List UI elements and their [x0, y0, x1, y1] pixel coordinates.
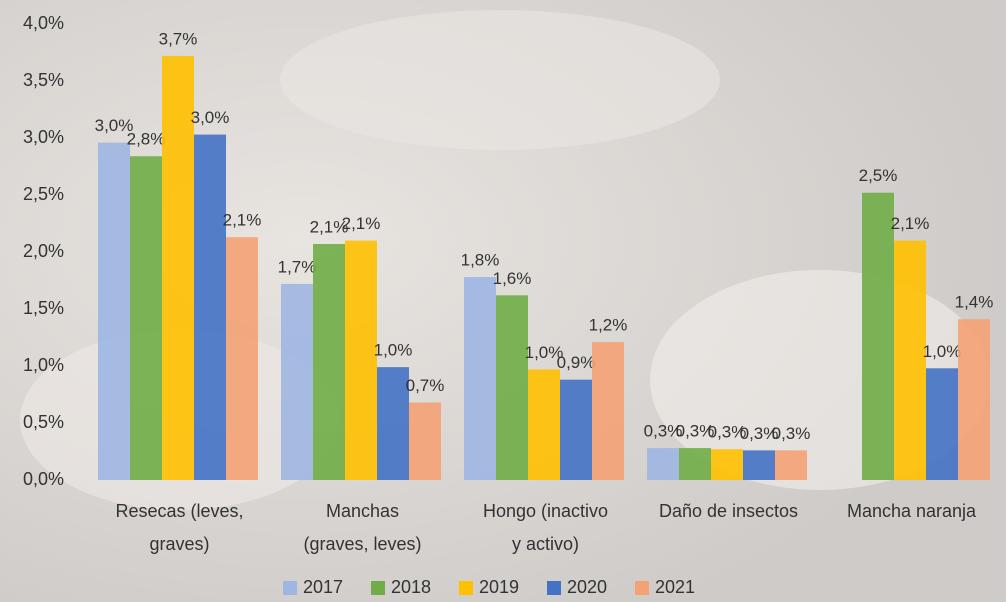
- value-label: 0,3%: [708, 423, 747, 442]
- value-label: 3,7%: [159, 29, 198, 48]
- legend-label: 2020: [567, 577, 607, 597]
- bar: [711, 449, 743, 480]
- bar: [894, 240, 926, 480]
- bar: [130, 156, 162, 481]
- value-label: 1,2%: [589, 316, 628, 335]
- value-label: 3,0%: [95, 116, 134, 135]
- bar: [162, 55, 194, 481]
- legend-swatch: [547, 581, 561, 595]
- bar: [281, 283, 313, 480]
- bar: [679, 448, 711, 480]
- value-label: 1,0%: [525, 343, 564, 362]
- y-tick-label: 3,5%: [23, 70, 64, 90]
- bar: [647, 448, 679, 480]
- bar: [496, 295, 528, 480]
- bar: [345, 240, 377, 480]
- bar: [926, 368, 958, 480]
- legend-swatch: [283, 581, 297, 595]
- bar: [409, 402, 441, 480]
- bar: [560, 379, 592, 480]
- value-label: 2,1%: [342, 214, 381, 233]
- legend-label: 2019: [479, 577, 519, 597]
- bar: [862, 192, 894, 480]
- y-tick-label: 0,5%: [23, 412, 64, 432]
- bar: [226, 237, 258, 480]
- bar: [743, 450, 775, 480]
- value-label: 0,7%: [406, 376, 445, 395]
- legend-label: 2018: [391, 577, 431, 597]
- value-label: 0,3%: [772, 424, 811, 443]
- bar: [464, 277, 496, 480]
- background-shape: [280, 10, 720, 150]
- value-label: 1,4%: [955, 293, 994, 312]
- x-tick-label: Resecas (leves, graves): [115, 501, 243, 554]
- y-tick-label: 4,0%: [23, 13, 64, 33]
- legend-label: 2017: [303, 577, 343, 597]
- y-tick-label: 3,0%: [23, 127, 64, 147]
- y-tick-label: 1,5%: [23, 298, 64, 318]
- legend-label: 2021: [655, 577, 695, 597]
- bar: [528, 369, 560, 480]
- value-label: 0,9%: [557, 353, 596, 372]
- value-label: 1,8%: [461, 251, 500, 270]
- value-label: 1,0%: [374, 341, 413, 360]
- bar: [958, 319, 990, 480]
- bar: [194, 134, 226, 480]
- value-label: 0,3%: [740, 424, 779, 443]
- value-label: 1,6%: [493, 269, 532, 288]
- x-tick-label: Hongo (inactivo y activo): [483, 501, 608, 554]
- bar: [775, 450, 807, 480]
- value-label: 1,7%: [278, 257, 317, 276]
- x-tick-label: Manchas (graves, leves): [303, 501, 421, 554]
- bar: [98, 142, 130, 480]
- x-tick-label: Mancha naranja: [847, 501, 977, 521]
- value-label: 2,1%: [891, 214, 930, 233]
- bar: [377, 367, 409, 480]
- bar: [313, 244, 345, 480]
- value-label: 0,3%: [644, 422, 683, 441]
- value-label: 3,0%: [191, 108, 230, 127]
- legend-swatch: [371, 581, 385, 595]
- value-label: 2,1%: [310, 218, 349, 237]
- legend-swatch: [635, 581, 649, 595]
- y-tick-label: 2,0%: [23, 241, 64, 261]
- value-label: 1,0%: [923, 342, 962, 361]
- value-label: 2,1%: [223, 211, 262, 230]
- y-tick-label: 2,5%: [23, 184, 64, 204]
- y-tick-label: 1,0%: [23, 355, 64, 375]
- y-tick-label: 0,0%: [23, 469, 64, 489]
- value-label: 2,5%: [859, 166, 898, 185]
- value-label: 2,8%: [127, 130, 166, 149]
- bar: [592, 342, 624, 480]
- value-label: 0,3%: [676, 422, 715, 441]
- x-tick-label: Daño de insectos: [659, 501, 798, 521]
- legend-swatch: [459, 581, 473, 595]
